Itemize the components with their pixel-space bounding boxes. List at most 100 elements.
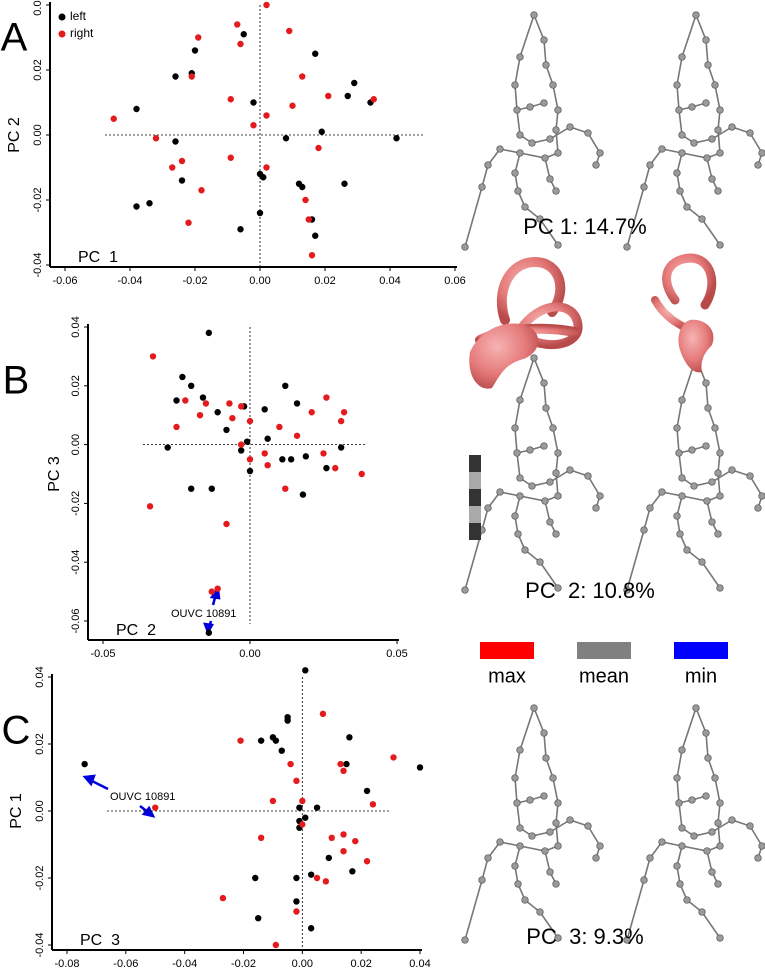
data-point: [264, 461, 271, 469]
x-tick-label: 0.04: [409, 958, 430, 970]
data-point: [286, 27, 293, 35]
data-point: [299, 821, 306, 828]
data-point: [302, 196, 309, 204]
data-point: [178, 177, 186, 184]
color-swatch: [577, 642, 631, 659]
data-point: [188, 382, 195, 389]
data-point: [299, 491, 307, 498]
data-point: [261, 406, 268, 413]
data-point: [172, 73, 179, 80]
data-point: [133, 105, 140, 113]
data-point: [343, 760, 350, 768]
data-point: [315, 144, 322, 152]
data-point: [293, 432, 301, 439]
data-point: [296, 804, 303, 811]
data-point: [337, 760, 344, 768]
data-point: [152, 804, 159, 811]
data-point: [169, 164, 176, 171]
data-point: [208, 588, 215, 595]
data-point: [341, 180, 348, 187]
data-point: [263, 1, 270, 9]
data-point: [302, 667, 309, 674]
data-point: [188, 73, 195, 80]
data-point: [146, 503, 154, 510]
data-point: [261, 450, 268, 457]
data-point: [293, 898, 300, 905]
data-point: [269, 797, 277, 805]
color-legend-label: mean: [579, 665, 629, 687]
data-point: [250, 99, 257, 106]
data-point: [227, 96, 234, 103]
data-point: [323, 394, 330, 401]
data-point: [370, 96, 377, 103]
data-point: [302, 453, 310, 460]
data-point: [312, 50, 319, 57]
data-point: [325, 92, 332, 100]
data-point: [164, 444, 171, 451]
data-point: [234, 21, 241, 28]
data-point: [289, 102, 296, 109]
inner-ear-render: [469, 319, 714, 389]
data-point: [173, 423, 180, 431]
data-point: [322, 878, 330, 885]
data-point: [185, 219, 192, 226]
x-tick-label: 0.00: [239, 648, 260, 660]
data-point: [110, 115, 117, 122]
data-point: [205, 629, 213, 636]
y-tick-label: -0.02: [70, 491, 82, 516]
data-point: [237, 40, 244, 48]
landmark-wireframe: [460, 353, 605, 595]
scale-bar: [469, 455, 481, 540]
data-point: [227, 154, 234, 161]
data-point: [133, 203, 140, 210]
data-point: [246, 456, 254, 463]
x-tick-label: -0.05: [90, 648, 115, 660]
data-point: [172, 138, 179, 145]
data-point: [240, 31, 247, 38]
data-point: [390, 754, 397, 761]
data-point: [308, 252, 316, 259]
data-point: [307, 871, 315, 878]
data-point: [237, 226, 244, 233]
y-tick-label: 0.04: [70, 316, 82, 337]
shape-caption: PC 2: 10.8%: [525, 578, 655, 603]
annotation: OUVC 10891: [110, 791, 175, 803]
color-swatch: [480, 642, 534, 659]
x-tick-label: 0.00: [249, 275, 270, 287]
data-point: [313, 874, 321, 882]
data-point: [214, 585, 221, 592]
data-point: [305, 216, 312, 223]
data-point: [393, 135, 400, 142]
data-point: [255, 915, 262, 922]
panel-label: C: [2, 709, 31, 753]
color-swatch: [674, 642, 728, 659]
y-tick-label: 0.02: [34, 733, 46, 754]
data-point: [173, 397, 180, 404]
data-point: [293, 777, 300, 785]
data-point: [308, 409, 315, 416]
shape-caption: PC 1: 14.7%: [523, 214, 647, 239]
data-point: [260, 174, 267, 181]
data-point: [313, 804, 321, 811]
landmark-wireframe: [622, 703, 765, 945]
data-point: [237, 447, 245, 454]
data-point: [351, 79, 358, 87]
data-point: [237, 737, 244, 744]
x-tick-label: -0.02: [182, 275, 207, 287]
data-point: [318, 128, 325, 135]
data-point: [178, 157, 186, 165]
data-point: [252, 874, 259, 882]
data-point: [328, 834, 335, 841]
data-point: [323, 464, 330, 472]
x-tick-label: -0.04: [117, 275, 142, 287]
landmark-wireframe: [622, 353, 765, 595]
data-point: [246, 417, 254, 425]
data-point: [302, 814, 309, 821]
x-tick-label: 0.02: [314, 275, 335, 287]
data-point: [337, 417, 345, 425]
color-legend-label: max: [488, 665, 526, 687]
data-point: [250, 122, 257, 129]
x-axis-label: PC 2: [116, 622, 156, 639]
data-point: [195, 34, 202, 41]
